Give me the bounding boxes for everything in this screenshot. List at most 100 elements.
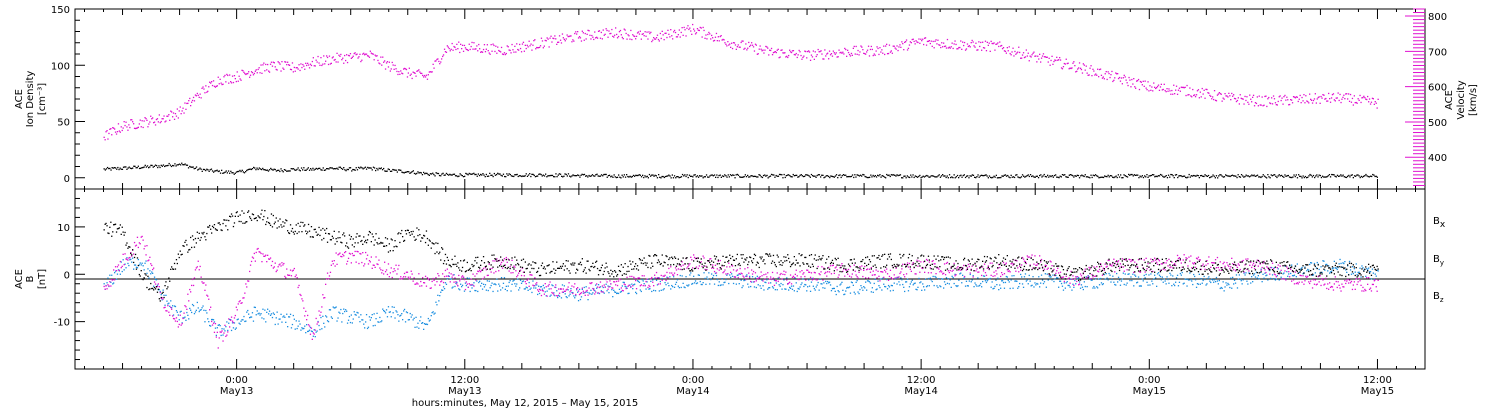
density-point <box>1174 174 1177 176</box>
density-point <box>839 174 841 176</box>
velocity-point <box>468 43 470 45</box>
bz-point <box>1129 259 1131 261</box>
bz-point <box>502 260 505 262</box>
bz-point <box>410 270 412 272</box>
bz-point <box>936 267 938 269</box>
velocity-point <box>138 123 140 125</box>
velocity-point <box>837 56 839 58</box>
bz-point <box>1091 273 1093 276</box>
velocity-point <box>854 53 856 55</box>
density-point <box>731 174 733 177</box>
velocity-point <box>105 131 107 133</box>
velocity-point <box>627 34 629 36</box>
bz-point <box>1038 267 1040 269</box>
velocity-point <box>356 53 358 55</box>
velocity-point <box>905 41 907 43</box>
density-point <box>667 175 669 177</box>
density-point <box>631 175 633 178</box>
velocity-point <box>635 35 638 37</box>
bz-point <box>137 246 139 249</box>
bz-point <box>434 284 436 286</box>
bz-point <box>784 273 786 276</box>
density-point <box>1357 174 1359 176</box>
bz-point <box>346 260 349 262</box>
density-point <box>808 175 810 177</box>
density-point <box>931 175 934 177</box>
bz-point <box>329 271 332 273</box>
bz-point <box>409 276 411 278</box>
by-point <box>933 284 935 287</box>
bz-point <box>361 261 363 264</box>
by-point <box>811 277 814 280</box>
bz-point <box>460 278 462 280</box>
velocity-point <box>1162 88 1164 91</box>
bz-point <box>787 283 789 285</box>
by-point <box>455 282 457 284</box>
density-point <box>164 165 166 168</box>
by-point <box>1277 268 1279 270</box>
velocity-point <box>1114 77 1116 79</box>
velocity-point <box>1101 77 1104 79</box>
velocity-point <box>1142 80 1144 82</box>
density-point <box>1371 175 1373 178</box>
velocity-point <box>1022 52 1025 54</box>
bz-point <box>772 277 775 279</box>
density-point <box>428 174 430 176</box>
by-point <box>837 290 839 292</box>
bz-point <box>338 253 340 255</box>
by-point <box>736 274 738 276</box>
velocity-point <box>924 37 927 39</box>
by-point <box>941 278 943 280</box>
velocity-point <box>1360 101 1362 104</box>
velocity-point <box>554 35 556 37</box>
by-point <box>354 313 356 316</box>
bz-point <box>672 274 674 276</box>
by-point <box>671 284 673 287</box>
density-point <box>555 173 557 175</box>
by-point <box>266 311 268 313</box>
by-point <box>238 322 240 324</box>
velocity-point <box>889 51 892 53</box>
by-point <box>1343 262 1345 265</box>
velocity-point <box>298 64 300 66</box>
density-point <box>1077 174 1080 177</box>
bz-point <box>847 273 849 275</box>
velocity-point <box>486 44 488 46</box>
velocity-point <box>707 33 709 36</box>
density-point <box>562 176 564 178</box>
bz-point <box>556 295 558 297</box>
velocity-point <box>985 50 988 52</box>
by-point <box>1126 282 1128 284</box>
bz-point <box>616 280 618 283</box>
bz-point <box>709 258 711 260</box>
velocity-point <box>152 117 154 119</box>
velocity-point <box>692 23 694 26</box>
velocity-point <box>209 81 211 83</box>
density-point <box>385 170 387 172</box>
velocity-point <box>519 47 522 50</box>
density-point <box>231 172 233 174</box>
by-point <box>756 275 758 277</box>
by-point <box>459 289 461 291</box>
velocity-tick-label: 700 <box>1428 47 1447 58</box>
by-point <box>1005 275 1007 278</box>
density-point <box>189 165 191 168</box>
by-point <box>802 278 804 280</box>
velocity-point <box>1148 90 1150 92</box>
bz-point <box>609 280 611 282</box>
density-point <box>118 168 120 171</box>
density-point <box>207 169 209 171</box>
velocity-point <box>816 54 818 56</box>
density-point <box>211 170 214 172</box>
by-point <box>1003 287 1006 289</box>
by-point <box>770 282 772 284</box>
velocity-point <box>1277 100 1279 103</box>
density-point <box>611 175 613 177</box>
bz-point <box>568 282 570 284</box>
velocity-point <box>317 55 319 58</box>
density-point <box>267 170 270 172</box>
bz-point <box>161 297 163 299</box>
density-point <box>615 176 618 179</box>
velocity-point <box>979 45 981 48</box>
bz-point <box>789 274 792 276</box>
